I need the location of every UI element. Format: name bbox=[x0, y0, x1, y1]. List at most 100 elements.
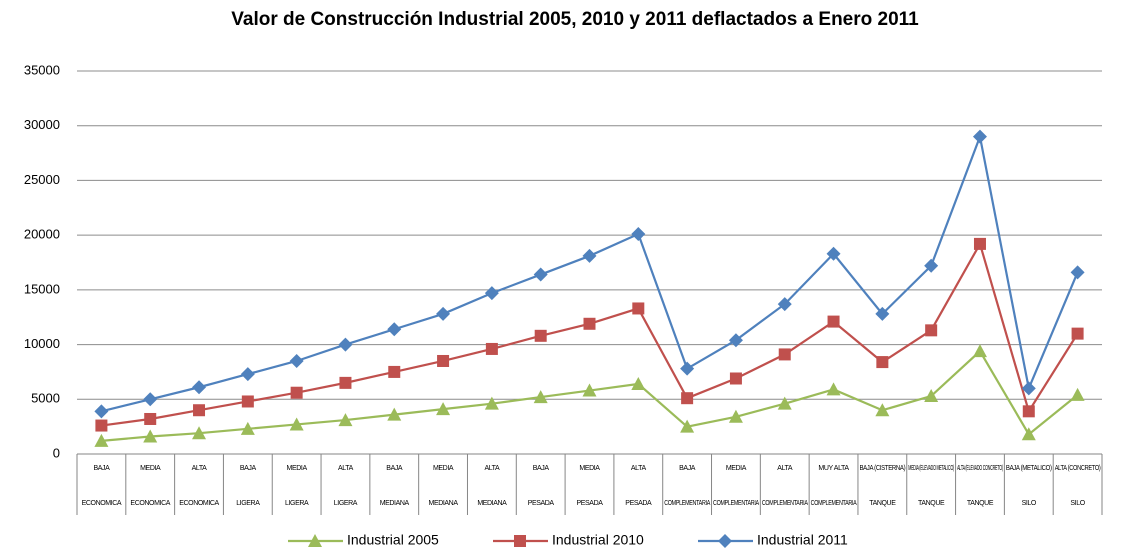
legend-label: Industrial 2005 bbox=[347, 532, 439, 548]
data-point bbox=[1021, 381, 1036, 396]
x-tick-label: BAJA (METALICO) bbox=[1006, 465, 1052, 472]
x-group-label: MEDIANA bbox=[380, 500, 410, 507]
x-tick-label: ALTA (ELEVADO CONCRETO) bbox=[957, 465, 1003, 472]
x-group-label: COMPLEMENTARIA bbox=[664, 500, 710, 507]
legend-marker bbox=[308, 534, 322, 547]
legend-label: Industrial 2011 bbox=[757, 532, 848, 548]
y-tick-label: 15000 bbox=[24, 281, 60, 296]
x-group-label: TANQUE bbox=[967, 500, 994, 507]
data-point bbox=[972, 344, 987, 358]
legend-label: Industrial 2010 bbox=[552, 532, 644, 548]
data-point bbox=[387, 322, 402, 337]
x-group-label: ECONOMICA bbox=[179, 500, 219, 507]
data-point bbox=[777, 297, 792, 312]
data-point bbox=[533, 267, 548, 282]
x-tick-label: ALTA bbox=[338, 465, 354, 472]
y-tick-label: 20000 bbox=[24, 227, 60, 242]
x-tick-label: MUY ALTA bbox=[818, 465, 849, 472]
data-point bbox=[1022, 405, 1035, 418]
data-point bbox=[484, 396, 499, 410]
x-group-label: ECONOMICA bbox=[82, 500, 122, 507]
data-point bbox=[192, 380, 207, 395]
y-tick-label: 25000 bbox=[24, 172, 60, 187]
x-group-label: PESADA bbox=[528, 500, 555, 507]
x-tick-label: MEDIA bbox=[579, 465, 600, 472]
data-point bbox=[95, 419, 108, 432]
data-point bbox=[1070, 387, 1085, 401]
data-point bbox=[973, 237, 986, 250]
y-tick-label: 0 bbox=[53, 445, 60, 460]
x-tick-label: MEDIA bbox=[433, 465, 454, 472]
data-point bbox=[339, 376, 352, 389]
x-group-label: COMPLEMENTARIA bbox=[762, 500, 808, 507]
data-point bbox=[144, 412, 157, 425]
x-tick-label: MEDIA bbox=[140, 465, 161, 472]
x-group-label: LIGERA bbox=[334, 500, 358, 507]
data-point bbox=[778, 348, 791, 361]
data-point bbox=[728, 333, 743, 348]
chart-title: Valor de Construcción Industrial 2005, 2… bbox=[231, 9, 919, 30]
data-point bbox=[1070, 265, 1085, 280]
x-group-label: SILO bbox=[1022, 500, 1037, 507]
data-point bbox=[924, 389, 939, 403]
x-group-label: ECONOMICA bbox=[130, 500, 170, 507]
data-point bbox=[680, 361, 695, 376]
data-point bbox=[924, 258, 939, 273]
x-tick-label: BAJA bbox=[679, 465, 696, 472]
y-tick-label: 35000 bbox=[24, 62, 60, 77]
data-point bbox=[777, 396, 792, 410]
data-point bbox=[143, 392, 158, 407]
x-group-label: COMPLEMENTARIA bbox=[811, 500, 857, 507]
data-point bbox=[729, 372, 742, 385]
legend-marker bbox=[514, 535, 526, 547]
data-point bbox=[290, 386, 303, 399]
data-point bbox=[387, 407, 402, 421]
data-point bbox=[533, 390, 548, 404]
x-tick-label: BAJA bbox=[93, 465, 110, 472]
x-tick-label: MEDIA bbox=[726, 465, 747, 472]
data-point bbox=[583, 317, 596, 330]
data-point bbox=[484, 286, 499, 301]
data-point bbox=[1071, 327, 1084, 340]
data-point bbox=[680, 419, 695, 433]
x-group-label: PESADA bbox=[625, 500, 652, 507]
data-point bbox=[632, 302, 645, 315]
data-point bbox=[94, 433, 109, 447]
data-point bbox=[289, 417, 304, 431]
x-tick-label: ALTA bbox=[192, 465, 208, 472]
y-tick-label: 5000 bbox=[31, 391, 60, 406]
x-group-label: PESADA bbox=[577, 500, 604, 507]
data-point bbox=[582, 383, 597, 397]
data-point bbox=[1021, 427, 1036, 441]
data-point bbox=[240, 367, 255, 382]
x-tick-label: BAJA bbox=[386, 465, 403, 472]
x-group-label: TANQUE bbox=[918, 500, 945, 507]
data-point bbox=[143, 429, 158, 443]
x-group-label: COMPLEMENTARIA bbox=[713, 500, 759, 507]
data-point bbox=[436, 402, 451, 416]
data-point bbox=[289, 353, 304, 368]
x-group-label: LIGERA bbox=[236, 500, 260, 507]
x-tick-label: MEDIA bbox=[287, 465, 308, 472]
data-point bbox=[193, 404, 206, 417]
data-point bbox=[94, 404, 109, 419]
x-tick-label: MEDIA (ELEVADO METALICO) bbox=[908, 465, 954, 472]
data-point bbox=[925, 324, 938, 337]
data-point bbox=[631, 227, 646, 242]
data-point bbox=[972, 129, 987, 144]
x-tick-label: ALTA bbox=[484, 465, 500, 472]
x-tick-label: ALTA (CONCRETO) bbox=[1055, 465, 1101, 472]
data-point bbox=[826, 382, 841, 396]
data-point bbox=[192, 426, 207, 440]
data-point bbox=[826, 246, 841, 261]
data-point bbox=[436, 306, 451, 321]
x-tick-label: BAJA (CISTERNA) bbox=[859, 465, 905, 472]
x-group-label: MEDIANA bbox=[477, 500, 507, 507]
data-point bbox=[875, 306, 890, 321]
data-point bbox=[631, 376, 646, 390]
data-point bbox=[875, 403, 890, 417]
data-point bbox=[876, 356, 889, 369]
data-point bbox=[388, 365, 401, 378]
data-point bbox=[338, 413, 353, 427]
